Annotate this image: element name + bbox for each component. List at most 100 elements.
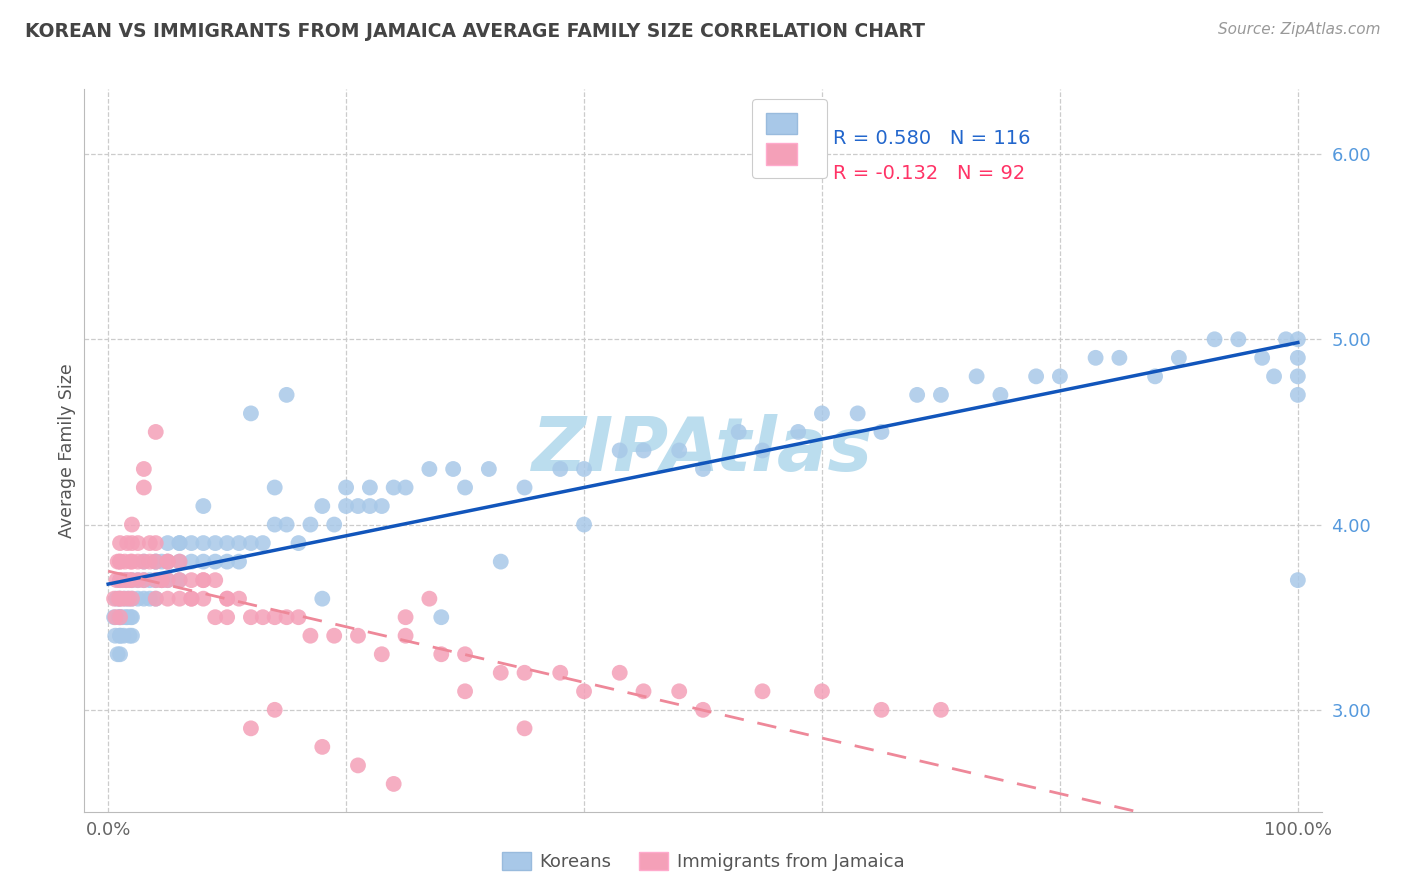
Point [371,499,394,513]
Point [548,665,571,680]
Point [156,555,179,569]
Point [115,573,138,587]
Point [217,536,239,550]
Point [104,610,127,624]
Point [1263,369,1285,384]
Point [572,462,595,476]
Point [727,425,749,439]
Point [108,610,131,624]
Point [441,462,464,476]
Point [121,517,143,532]
Point [217,555,239,569]
Point [252,610,274,624]
Point [252,536,274,550]
Point [347,499,370,513]
Point [150,555,173,569]
Point [430,610,453,624]
Point [489,555,512,569]
Point [263,517,285,532]
Legend: Koreans, Immigrants from Jamaica: Koreans, Immigrants from Jamaica [495,846,911,879]
Point [1144,369,1167,384]
Point [132,481,155,495]
Point [323,629,346,643]
Point [394,610,416,624]
Point [127,573,149,587]
Point [1108,351,1130,365]
Point [228,591,250,606]
Point [347,629,370,643]
Point [311,499,333,513]
Point [276,517,298,532]
Point [169,536,191,550]
Point [609,443,631,458]
Point [150,573,173,587]
Text: ZIPAtlas: ZIPAtlas [533,414,873,487]
Point [115,536,138,550]
Point [117,591,139,606]
Point [127,573,149,587]
Point [335,481,357,495]
Point [127,555,149,569]
Point [132,555,155,569]
Point [115,610,138,624]
Point [929,703,952,717]
Point [121,536,143,550]
Point [299,629,322,643]
Point [145,591,167,606]
Point [263,703,285,717]
Point [180,591,202,606]
Point [180,591,202,606]
Point [193,573,215,587]
Point [156,591,179,606]
Point [117,591,139,606]
Point [111,610,134,624]
Point [108,591,131,606]
Point [990,388,1012,402]
Point [145,573,167,587]
Point [132,591,155,606]
Point [1286,332,1309,346]
Point [108,591,131,606]
Point [156,573,179,587]
Point [114,591,136,606]
Point [870,425,893,439]
Point [751,443,773,458]
Point [108,610,131,624]
Point [104,629,127,643]
Point [108,629,131,643]
Point [418,591,440,606]
Point [1084,351,1107,365]
Point [217,591,239,606]
Point [169,536,191,550]
Point [263,610,285,624]
Point [150,573,173,587]
Point [156,555,179,569]
Point [156,555,179,569]
Point [150,573,173,587]
Point [382,481,405,495]
Point [1286,388,1309,402]
Point [217,591,239,606]
Point [105,573,128,587]
Point [193,536,215,550]
Point [1286,351,1309,365]
Point [108,536,131,550]
Point [394,481,416,495]
Point [513,481,536,495]
Point [394,629,416,643]
Point [145,573,167,587]
Point [121,591,143,606]
Point [120,610,142,624]
Point [120,555,142,569]
Point [145,591,167,606]
Point [966,369,988,384]
Point [633,684,655,698]
Point [276,610,298,624]
Text: KOREAN VS IMMIGRANTS FROM JAMAICA AVERAGE FAMILY SIZE CORRELATION CHART: KOREAN VS IMMIGRANTS FROM JAMAICA AVERAG… [25,22,925,41]
Point [169,555,191,569]
Text: R = 0.580   N = 116: R = 0.580 N = 116 [832,129,1031,148]
Point [692,462,714,476]
Legend:  ,  : , [752,99,827,178]
Point [1227,332,1250,346]
Point [204,573,226,587]
